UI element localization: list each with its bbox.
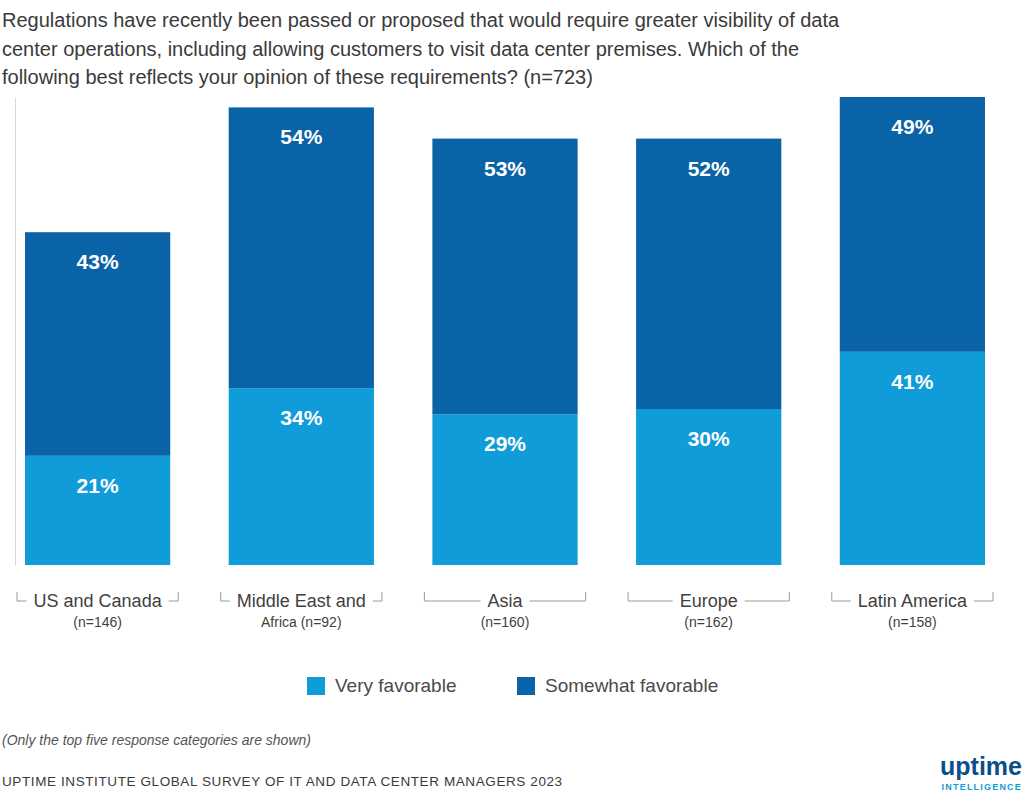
bar-segment bbox=[432, 139, 577, 415]
data-label: 41% bbox=[891, 370, 933, 393]
category-label: Europe(n=162) bbox=[680, 591, 738, 630]
data-labels: 21% 34% 29% 30% 41% 43% 54% 53% 52% 49% bbox=[77, 115, 934, 497]
y-axis-line bbox=[15, 98, 16, 566]
x-axis: US and Canada(n=146) Middle East andAfric… bbox=[17, 591, 993, 630]
legend-swatch bbox=[307, 677, 325, 695]
bar-segment bbox=[840, 97, 985, 352]
category-bracket bbox=[221, 592, 382, 601]
title: Regulations have recently been passed or… bbox=[2, 9, 840, 88]
legend-swatch bbox=[517, 677, 535, 695]
data-label: 34% bbox=[280, 406, 322, 429]
bar-segment bbox=[229, 388, 374, 565]
category-bracket bbox=[424, 592, 585, 601]
category-label: US and Canada(n=146) bbox=[34, 591, 163, 630]
legend: Very favorable Somewhat favorable bbox=[307, 675, 718, 696]
data-label: 29% bbox=[484, 432, 526, 455]
note: (Only the top five response categories a… bbox=[2, 732, 311, 748]
bar-segment bbox=[840, 352, 985, 565]
logo-subtitle: INTELLIGENCE bbox=[942, 782, 1022, 792]
category-label: Asia(n=160) bbox=[481, 591, 530, 630]
category-bracket bbox=[832, 592, 993, 601]
bar-segment bbox=[25, 232, 170, 456]
data-label: 49% bbox=[891, 115, 933, 138]
category-bracket bbox=[17, 592, 178, 601]
data-label: 53% bbox=[484, 157, 526, 180]
data-label: 43% bbox=[77, 250, 119, 273]
bars bbox=[25, 97, 985, 565]
category-label: Middle East andAfrica (n=92) bbox=[237, 591, 366, 630]
bar-segment bbox=[636, 409, 781, 565]
data-label: 30% bbox=[688, 427, 730, 450]
legend-label: Somewhat favorable bbox=[545, 675, 718, 696]
bar-segment bbox=[229, 107, 374, 388]
category-label: Latin America(n=158) bbox=[858, 591, 968, 630]
chart: Regulations have recently been passed or… bbox=[0, 0, 1030, 812]
source: UPTIME INSTITUTE GLOBAL SURVEY OF IT AND… bbox=[2, 774, 563, 789]
bar-segment bbox=[636, 139, 781, 409]
bar-segment bbox=[25, 456, 170, 565]
data-label: 52% bbox=[688, 157, 730, 180]
data-label: 54% bbox=[280, 125, 322, 148]
legend-label: Very favorable bbox=[335, 675, 456, 696]
logo: uptime bbox=[940, 752, 1022, 780]
bar-segment bbox=[432, 414, 577, 565]
category-bracket bbox=[628, 592, 789, 601]
y-axis bbox=[15, 98, 16, 566]
data-label: 21% bbox=[77, 474, 119, 497]
